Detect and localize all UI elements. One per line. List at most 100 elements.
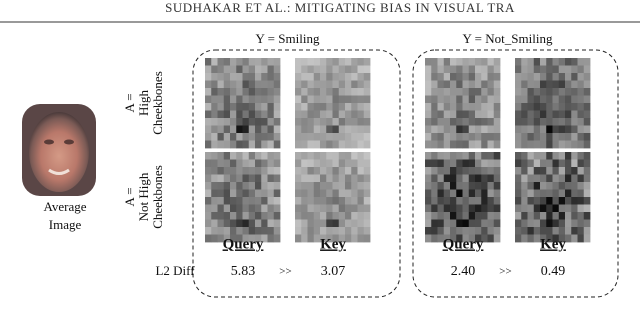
attention-pixel: [468, 159, 476, 168]
attention-pixel: [527, 88, 535, 96]
attention-pixel: [571, 110, 578, 119]
attention-pixel: [307, 219, 315, 228]
attention-pixel: [577, 133, 585, 141]
attention-pixel: [236, 204, 243, 213]
attention-pixel: [521, 80, 528, 89]
attention-pixel: [431, 58, 438, 66]
attention-pixel: [431, 189, 438, 198]
attention-pixel: [577, 159, 585, 168]
attention-pixel: [223, 125, 231, 134]
attention-pixel: [493, 219, 501, 228]
attention-pixel: [437, 103, 445, 111]
attention-pixel: [357, 65, 365, 74]
attention-pixel: [301, 197, 308, 205]
attention-pixel: [211, 133, 218, 141]
attention-pixel: [475, 95, 482, 104]
attention-pixel: [437, 65, 445, 74]
attention-pixel: [493, 197, 501, 205]
attention-pixel: [493, 65, 501, 74]
attention-pixel: [313, 58, 321, 66]
attention-pixel: [230, 197, 237, 205]
attention-pixel: [301, 80, 308, 89]
attention-pixel: [242, 133, 250, 141]
attention-pixel: [301, 110, 308, 119]
attention-pixel: [345, 95, 352, 104]
attention-pixel: [255, 204, 262, 213]
attention-pixel: [456, 219, 463, 228]
attention-pixel: [443, 182, 451, 190]
row-label: A =: [122, 93, 137, 112]
attention-pixel: [437, 227, 445, 235]
attention-pixel: [431, 118, 438, 126]
attention-pixel: [475, 204, 482, 213]
attention-pixel: [558, 95, 566, 104]
attention-pixel: [583, 65, 591, 74]
attention-pixel: [521, 234, 528, 243]
attention-pixel: [363, 174, 371, 183]
attention-pixel: [515, 95, 522, 104]
attention-pixel: [332, 110, 340, 119]
attention-pixel: [230, 219, 237, 228]
attention-pixel: [236, 95, 243, 104]
attention-pixel: [565, 103, 572, 111]
attention-pixel: [577, 58, 585, 66]
attention-pixel: [558, 167, 566, 175]
attention-pixel: [456, 80, 463, 89]
attention-pixel: [230, 212, 237, 220]
attention-pixel: [552, 227, 560, 235]
attention-pixel: [571, 65, 578, 74]
attention-pixel: [236, 227, 243, 235]
attention-pixel: [475, 80, 482, 89]
attention-pixel: [462, 189, 470, 198]
attention-pixel: [527, 219, 535, 228]
attention-pixel: [261, 167, 268, 175]
attention-pixel: [571, 58, 578, 66]
attention-pixel: [487, 58, 495, 66]
attention-pixel: [521, 167, 528, 175]
attention-pixel: [242, 204, 250, 213]
attention-pixel: [363, 110, 371, 119]
attention-pixel: [307, 73, 315, 81]
attention-pixel: [301, 182, 308, 190]
attention-pixel: [493, 95, 501, 104]
attention-pixel: [273, 140, 281, 149]
attention-pixel: [230, 152, 237, 160]
attention-pixel: [301, 227, 308, 235]
group-box: [412, 49, 619, 298]
attention-pixel: [211, 118, 218, 126]
attention-pixel: [267, 110, 275, 119]
attention-pixel: [493, 204, 501, 213]
attention-pixel: [583, 212, 591, 220]
attention-pixel: [273, 219, 281, 228]
attention-pixel: [533, 140, 541, 149]
attention-pixel: [320, 219, 327, 228]
attention-pixel: [521, 204, 528, 213]
attention-pixel: [487, 227, 495, 235]
attention-pixel: [558, 159, 566, 168]
attention-pixel: [338, 197, 346, 205]
attention-pixel: [515, 65, 522, 74]
attention-pixel: [533, 58, 541, 66]
attention-pixel: [217, 80, 225, 89]
attention-pixel: [533, 125, 541, 134]
attention-pixel: [425, 133, 432, 141]
attention-pixel: [211, 159, 218, 168]
attention-pixel: [301, 58, 308, 66]
attention-pixel: [521, 197, 528, 205]
attention-pixel: [363, 212, 371, 220]
attention-pixel: [521, 133, 528, 141]
attention-pixel: [267, 197, 275, 205]
attention-pixel: [493, 80, 501, 89]
attention-pixel: [332, 152, 340, 160]
attention-pixel: [338, 159, 346, 168]
attention-pixel: [527, 234, 535, 243]
attention-pixel: [211, 152, 218, 160]
attention-pixel: [267, 103, 275, 111]
attention-pixel: [552, 80, 560, 89]
attention-pixel: [552, 189, 560, 198]
attention-pixel: [267, 174, 275, 183]
attention-pixel: [493, 140, 501, 149]
attention-pixel: [475, 73, 482, 81]
attention-pixel: [313, 189, 321, 198]
attention-pixel: [345, 212, 352, 220]
